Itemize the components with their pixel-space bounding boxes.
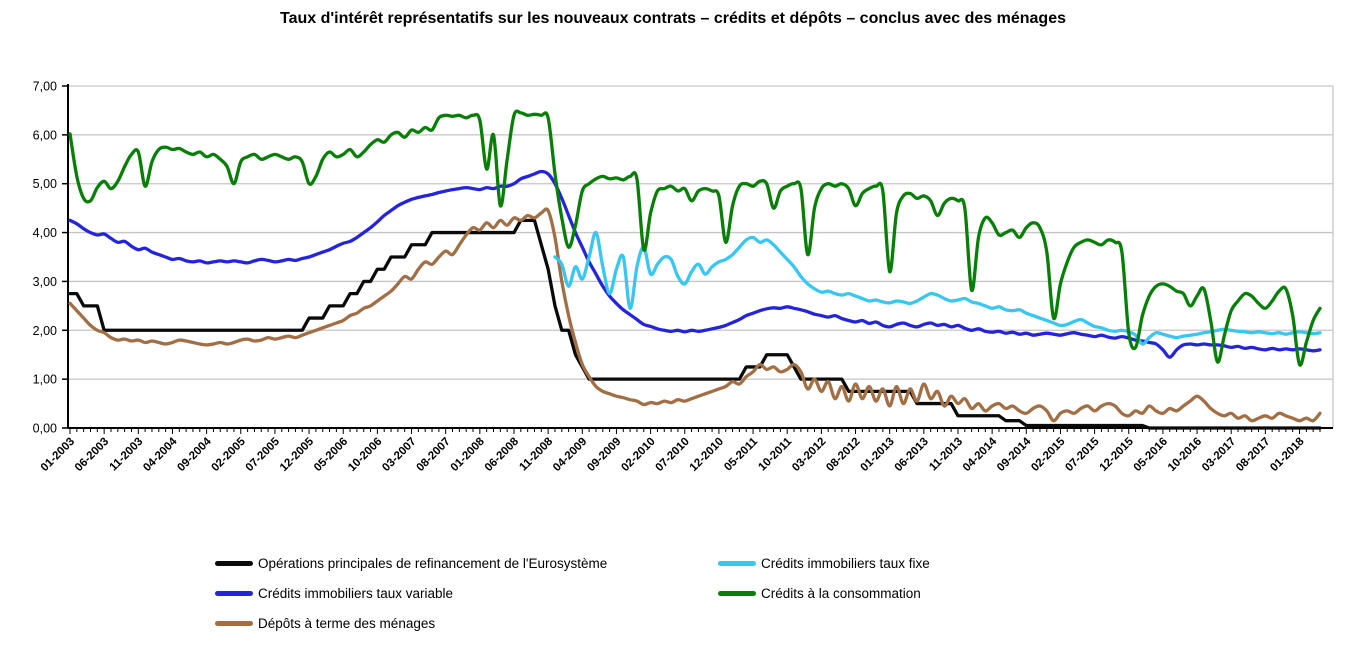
x-tick-label: 11-2013 (927, 436, 965, 474)
x-tick-label: 04-2009 (551, 436, 589, 474)
x-tick-label: 09-2004 (175, 435, 214, 474)
x-tick-label: 08-2017 (1234, 436, 1272, 474)
x-tick-label: 02-2005 (210, 435, 249, 474)
series-line-3 (68, 109, 1322, 367)
y-tick-label: 0,00 (33, 422, 57, 436)
series-line-1 (553, 230, 1322, 346)
legend-item-credits-taux-fixe: Crédits immobiliers taux fixe (718, 552, 930, 574)
series-line-2 (68, 169, 1322, 359)
legend-item-credits-taux-variable: Crédits immobiliers taux variable (215, 582, 453, 604)
x-tick-label: 03-2017 (1200, 436, 1238, 474)
x-tick-label: 09-2014 (995, 435, 1034, 474)
x-tick-label: 05-2006 (312, 436, 350, 474)
x-tick-label: 04-2004 (141, 435, 180, 474)
y-tick-label: 7,00 (33, 80, 57, 94)
legend-item-refinancement: Opérations principales de refinancement … (215, 552, 607, 574)
x-tick-label: 10-2011 (756, 435, 794, 473)
series-line-4 (68, 207, 1322, 423)
line-chart-canvas: 0,001,002,003,004,005,006,007,0001-20030… (33, 80, 1334, 474)
legend-label-depots-terme: Dépôts à terme des ménages (258, 615, 436, 631)
x-tick-label: 06-2013 (893, 436, 931, 474)
x-tick-label: 06-2003 (73, 436, 111, 474)
x-tick-label: 02-2010 (619, 436, 657, 474)
x-tick-label: 01-2008 (449, 435, 488, 474)
x-tick-label: 01-2003 (39, 436, 77, 474)
legend-swatch-refinancement (215, 560, 253, 566)
y-tick-label: 5,00 (33, 177, 57, 191)
x-tick-label: 02-2015 (1029, 435, 1068, 474)
legend-swatch-credits-consommation (718, 590, 756, 596)
x-tick-label: 04-2014 (961, 435, 1000, 474)
x-tick-label: 12-2010 (688, 436, 726, 474)
y-tick-label: 2,00 (33, 324, 57, 338)
y-tick-label: 1,00 (33, 373, 57, 387)
legend-label-refinancement: Opérations principales de refinancement … (258, 555, 608, 571)
x-tick-label: 12-2015 (1098, 435, 1137, 474)
x-tick-label: 01-2013 (858, 436, 896, 474)
legend-label-credits-consommation: Crédits à la consommation (761, 585, 921, 601)
legend-swatch-credits-taux-variable (215, 590, 253, 596)
x-tick-label: 08-2007 (414, 436, 452, 474)
x-tick-label: 09-2009 (585, 436, 623, 474)
series-line-0 (68, 218, 1322, 430)
legend-item-credits-consommation: Crédits à la consommation (718, 582, 921, 604)
legend-item-depots-terme: Dépôts à terme des ménages (215, 612, 435, 634)
legend-label-credits-taux-variable: Crédits immobiliers taux variable (258, 585, 454, 601)
x-tick-label: 10-2006 (346, 436, 384, 474)
x-tick-label: 07-2010 (654, 436, 692, 474)
x-tick-label: 05-2011 (722, 435, 760, 473)
legend-swatch-credits-taux-fixe (718, 560, 756, 566)
x-tick-label: 07-2005 (244, 435, 283, 474)
y-tick-label: 4,00 (33, 226, 57, 240)
legend-swatch-depots-terme (215, 620, 253, 626)
y-tick-label: 3,00 (33, 275, 57, 289)
x-tick-label: 12-2005 (278, 435, 317, 474)
x-tick-label: 03-2012 (790, 436, 828, 474)
x-tick-label: 06-2008 (483, 435, 522, 474)
x-tick-label: 01-2018 (1268, 435, 1307, 474)
x-tick-label: 05-2016 (1132, 436, 1170, 474)
y-tick-label: 6,00 (33, 128, 57, 142)
x-tick-label: 07-2015 (1063, 435, 1102, 474)
chart-title: Taux d'intérêt représentatifs sur les no… (279, 10, 1066, 27)
x-tick-label: 08-2012 (824, 436, 862, 474)
x-tick-label: 03-2007 (380, 436, 418, 474)
x-tick-label: 11-2003 (108, 436, 146, 474)
x-tick-label: 11-2008 (517, 435, 555, 473)
x-tick-label: 10-2016 (1166, 436, 1204, 474)
legend-label-credits-taux-fixe: Crédits immobiliers taux fixe (761, 555, 930, 571)
